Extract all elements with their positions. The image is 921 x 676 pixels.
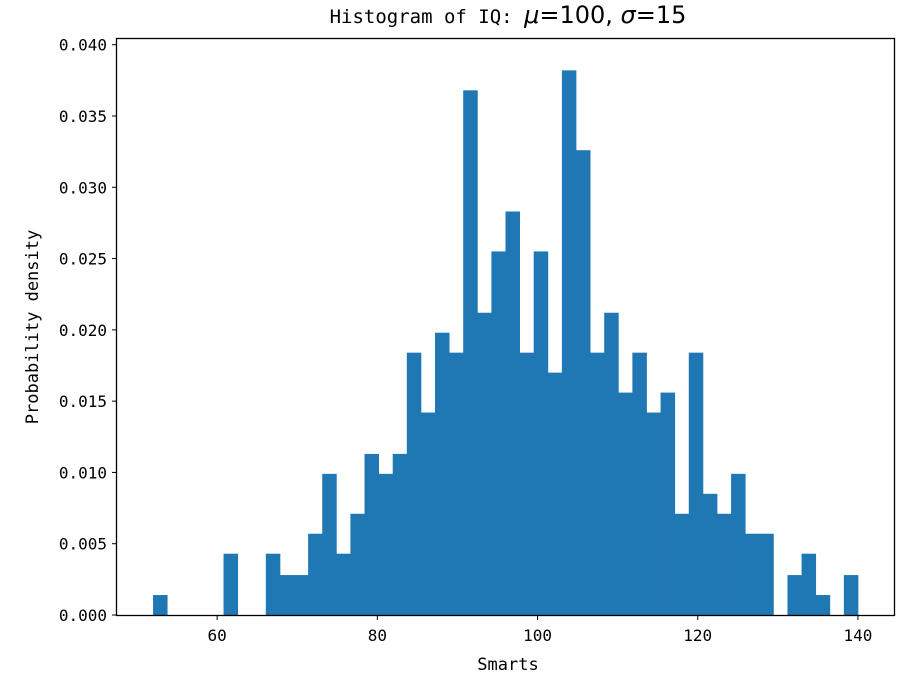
histogram-bar	[223, 553, 239, 615]
histogram-bar	[674, 513, 690, 615]
y-tick-label: 0.030	[59, 178, 107, 197]
histogram-bar	[745, 533, 760, 615]
histogram-bar	[364, 453, 380, 615]
chart-title-sigma-symbol: σ	[621, 1, 637, 29]
chart-title-mu-symbol: μ	[523, 1, 539, 29]
histogram-bar	[660, 392, 676, 615]
y-tick-label: 0.035	[59, 107, 107, 126]
histogram-bar	[604, 312, 619, 615]
y-tick-label: 0.010	[59, 463, 107, 482]
histogram-bar	[716, 513, 732, 615]
x-tick-label: 60	[207, 626, 226, 645]
y-tick-label: 0.025	[59, 250, 107, 269]
histogram-bar	[505, 211, 520, 615]
histogram-bar	[533, 251, 549, 615]
histogram-bar	[322, 473, 337, 615]
histogram-bar	[632, 352, 647, 615]
histogram-bar	[491, 251, 506, 615]
histogram-bar	[406, 352, 422, 615]
histogram-bar	[843, 575, 859, 615]
histogram-bar	[153, 595, 168, 615]
y-tick-label: 0.000	[59, 606, 107, 625]
x-tick-label: 120	[683, 626, 712, 645]
histogram-bar	[279, 575, 295, 615]
y-tick-label: 0.040	[59, 36, 107, 55]
y-tick-label: 0.020	[59, 321, 107, 340]
plot-frame	[115, 37, 896, 617]
histogram-bar	[519, 352, 535, 615]
histogram-bar	[294, 575, 309, 615]
x-tick-label: 80	[368, 626, 387, 645]
histogram-bar	[350, 513, 365, 615]
histogram-bar	[547, 372, 563, 615]
histogram-bar	[702, 493, 718, 615]
chart-title-mu-value: =100	[539, 1, 605, 29]
histogram-bars	[153, 70, 859, 616]
histogram-bar	[688, 352, 704, 615]
y-tick-label: 0.005	[59, 535, 107, 554]
histogram-bar	[265, 553, 281, 615]
histogram-bar	[308, 533, 323, 615]
x-axis-ticks: 60 80 100 120 140	[207, 615, 872, 645]
x-tick-label: 100	[523, 626, 552, 645]
histogram-bar	[801, 553, 817, 615]
histogram-bar	[618, 392, 633, 615]
histogram-bar	[477, 312, 492, 615]
x-axis-label: Smarts	[477, 655, 538, 675]
x-tick-label: 140	[844, 626, 873, 645]
chart-title: Histogram of IQ: μ=100, σ=15	[330, 1, 687, 29]
chart-title-sigma-value: =15	[636, 1, 687, 29]
histogram-bar	[646, 412, 661, 615]
histogram-bar	[435, 332, 450, 615]
histogram-bar	[561, 70, 577, 616]
histogram-bar	[449, 352, 464, 615]
y-axis-ticks: 0.000 0.005 0.010 0.015 0.020 0.025 0.030 0.035…	[59, 36, 117, 625]
chart-title-prefix: Histogram of IQ:	[330, 6, 524, 28]
histogram-bar	[336, 553, 351, 615]
histogram-bar	[420, 412, 436, 615]
histogram-bar	[590, 352, 605, 615]
histogram-bar	[575, 150, 591, 615]
histogram-bar	[759, 533, 774, 615]
histogram-bar	[731, 473, 746, 615]
histogram-bar	[815, 595, 831, 615]
y-axis-label: Probability density	[23, 230, 43, 424]
y-tick-label: 0.015	[59, 392, 107, 411]
chart-title-separator: ,	[605, 1, 620, 29]
histogram-bar	[378, 473, 394, 615]
histogram-bar	[392, 453, 408, 615]
histogram-bar	[787, 575, 802, 615]
histogram-bar	[463, 90, 478, 615]
